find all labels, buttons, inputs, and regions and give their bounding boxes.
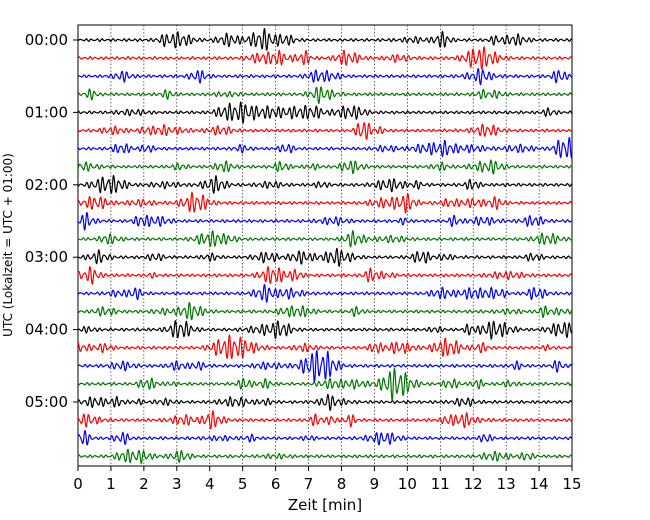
- seismic-trace: [77, 284, 573, 303]
- seismic-traces: [77, 27, 573, 464]
- x-axis: 0 1 2 3 4 5 6 7 8 9 10 11 12 13 14 15: [73, 466, 582, 493]
- seismic-trace: [77, 349, 573, 383]
- x-tick-label: 13: [497, 475, 516, 493]
- seismic-trace: [77, 448, 573, 464]
- x-tick-label: 12: [464, 475, 483, 493]
- y-tick-label: 01:00: [25, 103, 68, 121]
- x-tick-label: 1: [106, 475, 116, 493]
- y-axis-label: UTC (Lokalzeit = UTC + 01:00): [1, 153, 15, 337]
- seismic-trace: [77, 67, 573, 86]
- x-tick-label: 8: [337, 475, 347, 493]
- seismic-trace: [77, 122, 573, 141]
- x-tick-label: 9: [370, 475, 380, 493]
- seismic-trace: [77, 46, 573, 70]
- seismic-trace: [77, 320, 573, 340]
- seismic-trace: [77, 27, 573, 51]
- seismic-trace: [77, 302, 573, 321]
- x-tick-label: 3: [172, 475, 182, 493]
- y-tick-label: 04:00: [25, 321, 68, 339]
- y-tick-label: 02:00: [25, 176, 68, 194]
- plot-frame: [77, 24, 573, 467]
- x-tick-label: 7: [304, 475, 314, 493]
- x-tick-label: 11: [431, 475, 450, 493]
- seismic-trace: [77, 410, 573, 430]
- x-axis-label: Zeit [min]: [288, 496, 362, 514]
- x-tick-label: 2: [139, 475, 149, 493]
- y-tick-label: 03:00: [25, 248, 68, 266]
- seismic-trace: [77, 137, 573, 159]
- x-tick-label: 4: [205, 475, 215, 493]
- vertical-grid: [110, 25, 540, 466]
- x-tick-label: 0: [73, 475, 83, 493]
- seismic-trace: [77, 101, 573, 124]
- seismic-trace: [77, 191, 573, 214]
- x-tick-label: 6: [271, 475, 281, 493]
- seismic-trace: [77, 159, 573, 175]
- seismic-trace: [77, 86, 573, 104]
- seismic-trace: [77, 247, 573, 267]
- seismic-trace: [77, 393, 573, 411]
- seismic-trace: [77, 174, 573, 194]
- seismic-trace: [77, 211, 573, 231]
- x-tick-label: 14: [530, 475, 549, 493]
- y-tick-label: 05:00: [25, 393, 68, 411]
- seismic-trace: [77, 334, 573, 360]
- plot-area: [77, 24, 573, 467]
- y-tick-label: 00:00: [25, 31, 68, 49]
- x-tick-label: 15: [562, 475, 581, 493]
- seismic-trace: [77, 229, 573, 248]
- seismic-trace: [77, 266, 573, 285]
- seismic-trace: [77, 430, 573, 446]
- y-axis: 00:00 01:00 02:00 03:00 04:00 05:00: [25, 31, 78, 411]
- seismic-trace: [77, 367, 573, 401]
- x-tick-label: 5: [238, 475, 248, 493]
- x-tick-label: 10: [398, 475, 417, 493]
